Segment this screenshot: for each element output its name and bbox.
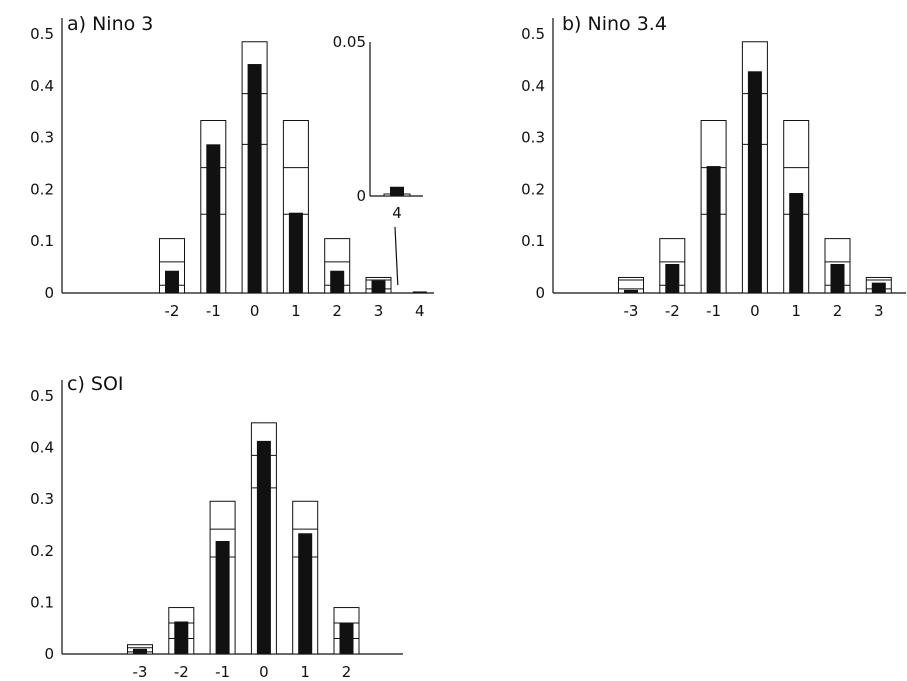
panel-a-filled-bar (330, 270, 345, 293)
panel-a-x-tick-label: -1 (206, 302, 221, 320)
panel-b-x-tick-label: -2 (665, 302, 680, 320)
panel-c-y-tick-label: 0.5 (30, 387, 54, 405)
panel-c-y-tick-label: 0.2 (30, 542, 54, 560)
panel-c-x-tick-label: 2 (342, 663, 352, 681)
panel-b: b) Nino 3.4 0 0.1 0.2 0.3 0.4 0.5 -3 -2 -1 0 1 2 3 (521, 13, 906, 320)
panel-a: a) Nino 3 0 0.1 0.2 0.3 0.4 0.5 -2 -1 0 1 2 3 4 0 0.0… (30, 13, 434, 320)
panel-c-x-tick-label: 0 (259, 663, 269, 681)
panel-a-x-tick-label: -2 (165, 302, 180, 320)
panel-a-filled-bar (247, 64, 262, 293)
panel-c-x-tick-label: -2 (174, 663, 189, 681)
panel-b-filled-bar (665, 263, 680, 293)
panel-b-filled-bar (871, 282, 886, 293)
panel-a-x-tick-label: 4 (415, 302, 425, 320)
panel-a-y-tick-label: 0.4 (30, 77, 54, 95)
panel-c: c) SOI 0 0.1 0.2 0.3 0.4 0.5 -3 -2 -1 0 1 2 (30, 373, 403, 681)
panel-b-filled-bar (747, 71, 762, 294)
inset-filled-bar (390, 186, 404, 196)
panel-b-x-tick-label: -3 (624, 302, 639, 320)
panel-c-y-tick-label: 0.3 (30, 490, 54, 508)
panel-a-filled-bar (206, 144, 221, 293)
panel-a-y-tick-label: 0.1 (30, 232, 54, 250)
panel-b-filled-bar (830, 263, 845, 293)
panel-c-filled-bar (339, 623, 354, 654)
panel-c-x-tick-label: 1 (300, 663, 310, 681)
panel-a-x-tick-label: 3 (374, 302, 384, 320)
panel-b-y-tick-label: 0.4 (521, 77, 545, 95)
panel-a-title: a) Nino 3 (67, 13, 153, 35)
panel-b-filled-bar (624, 289, 638, 293)
panel-a-y-tick-label: 0.5 (30, 25, 54, 43)
panel-c-title: c) SOI (67, 373, 124, 395)
panel-a-filled-bar (371, 280, 386, 293)
panel-c-y-tick-label: 0.4 (30, 439, 54, 457)
panel-b-x-tick-label: 0 (750, 302, 760, 320)
panel-b-x-tick-label: -1 (706, 302, 721, 320)
panel-b-y-tick-label: 0.1 (521, 232, 545, 250)
panel-c-filled-bar (256, 440, 271, 654)
panel-c-filled-bar (133, 648, 147, 654)
panel-c-filled-bar (215, 540, 230, 654)
panel-b-x-tick-label: 3 (874, 302, 884, 320)
panel-a-filled-bar (165, 270, 179, 293)
panel-a-y-tick-label: 0.3 (30, 129, 54, 147)
panel-b-y-tick-label: 0.2 (521, 180, 545, 198)
panel-c-filled-bar (174, 621, 189, 654)
panel-b-y-tick-label: 0 (535, 284, 545, 302)
panel-b-title: b) Nino 3.4 (562, 13, 667, 35)
inset-y-tick-label: 0.05 (333, 33, 366, 51)
panel-a-filled-bar (288, 212, 303, 293)
panel-a-x-tick-label: 1 (291, 302, 301, 320)
panel-b-x-tick-label: 2 (833, 302, 843, 320)
inset-y-tick-label: 0 (356, 187, 366, 205)
panel-a-y-tick-label: 0 (44, 284, 54, 302)
panel-a-filled-bar (412, 291, 427, 293)
panel-a-y-tick-label: 0.2 (30, 180, 54, 198)
panel-b-y-tick-label: 0.3 (521, 129, 545, 147)
panel-a-inset: 0 0.05 4 (333, 33, 423, 286)
panel-b-y-tick-label: 0.5 (521, 25, 545, 43)
inset-leader-line (394, 226, 399, 286)
panel-a-x-tick-label: 2 (332, 302, 342, 320)
panel-c-filled-bar (298, 533, 313, 654)
panel-b-x-tick-label: 1 (791, 302, 801, 320)
inset-x-tick-label: 4 (392, 204, 402, 222)
panel-c-y-tick-label: 0.1 (30, 593, 54, 611)
panel-b-filled-bar (706, 166, 721, 293)
panel-c-x-tick-label: -1 (215, 663, 230, 681)
panel-b-filled-bar (789, 193, 804, 293)
panel-c-x-tick-label: -3 (133, 663, 148, 681)
panel-c-y-tick-label: 0 (44, 645, 54, 663)
panel-a-x-tick-label: 0 (250, 302, 260, 320)
